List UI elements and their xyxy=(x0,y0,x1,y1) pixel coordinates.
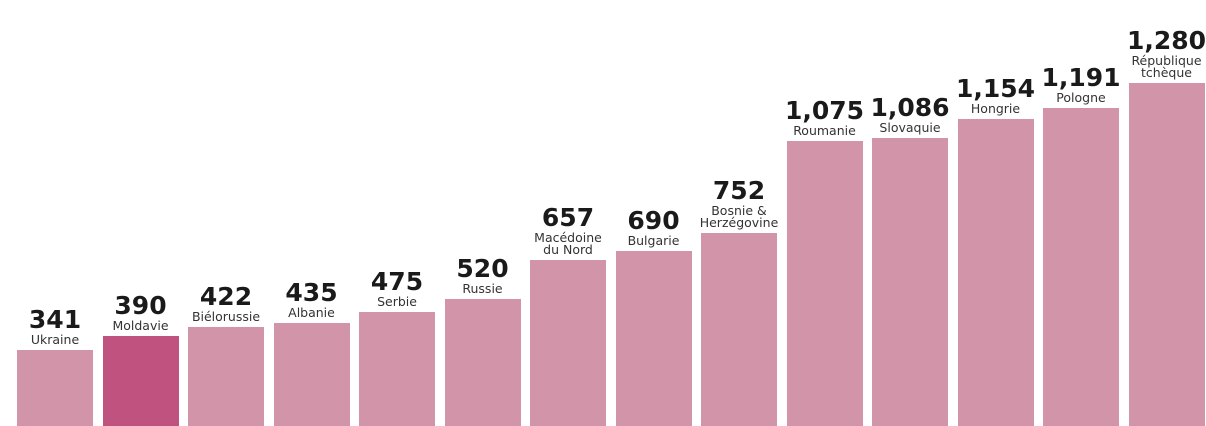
value-label: 520 xyxy=(456,254,509,284)
bar xyxy=(615,250,692,426)
label-group: 1,075 Roumanie xyxy=(782,97,868,141)
category-label: Albanie xyxy=(288,305,335,321)
bar xyxy=(359,311,435,426)
category-label: Bulgarie xyxy=(627,232,680,248)
category-label: Ukraine xyxy=(30,332,80,348)
bar xyxy=(1043,108,1119,426)
label-group: 422 Biélorussie xyxy=(183,283,269,327)
value-label: 752 xyxy=(712,176,766,206)
bar xyxy=(786,141,863,426)
label-group: 435 Albanie xyxy=(269,279,355,323)
bar xyxy=(530,260,606,426)
value-label: 390 xyxy=(114,291,167,321)
label-group: 1,280 République tchèque xyxy=(1124,27,1206,83)
bar xyxy=(872,138,948,426)
value-label: 1,154 xyxy=(955,73,1036,103)
bar xyxy=(957,118,1034,426)
label-group: 390 Moldavie xyxy=(98,292,184,336)
category-label: Hongrie xyxy=(970,100,1021,116)
category-label: Macédoine du Nord xyxy=(534,230,602,258)
value-label: 1,191 xyxy=(1041,63,1121,93)
category-label: Slovaquie xyxy=(879,120,941,136)
label-group: 1,154 Hongrie xyxy=(953,73,1039,119)
bar xyxy=(1128,83,1205,426)
bar xyxy=(188,327,264,426)
value-label: 435 xyxy=(285,278,338,308)
category-label: République tchèque xyxy=(1131,53,1202,80)
category-label: Serbie xyxy=(377,293,417,309)
value-label: 657 xyxy=(541,203,595,233)
bar xyxy=(102,336,179,426)
label-group: 1,191 Pologne xyxy=(1038,64,1124,108)
value-label: 1,075 xyxy=(784,96,865,126)
bar xyxy=(701,233,777,426)
category-label: Roumanie xyxy=(793,123,856,139)
value-label: 1,086 xyxy=(870,93,950,123)
bar xyxy=(273,323,350,426)
bar xyxy=(444,299,521,426)
label-group: 475 Serbie xyxy=(354,266,440,312)
value-label: 690 xyxy=(627,205,680,235)
label-group: 520 Russie xyxy=(440,255,526,299)
value-label: 341 xyxy=(28,305,82,335)
label-group: 341 Ukraine xyxy=(12,306,98,350)
category-label: Moldavie xyxy=(112,318,169,334)
label-group: 1,086 Slovaquie xyxy=(867,94,953,138)
value-label: 1,280 xyxy=(1126,26,1206,55)
label-group: 752 Bosnie & Herzégovine xyxy=(696,177,782,233)
value-label: 422 xyxy=(199,282,253,312)
category-label: Russie xyxy=(462,281,503,297)
category-label: Bosnie & Herzégovine xyxy=(699,203,779,231)
bar xyxy=(17,350,93,426)
label-group: 657 Macédoine du Nord xyxy=(525,204,611,260)
category-label: Biélorussie xyxy=(191,309,261,325)
value-label: 475 xyxy=(370,266,424,296)
label-group: 690 Bulgarie xyxy=(611,205,697,251)
category-label: Pologne xyxy=(1056,90,1106,106)
